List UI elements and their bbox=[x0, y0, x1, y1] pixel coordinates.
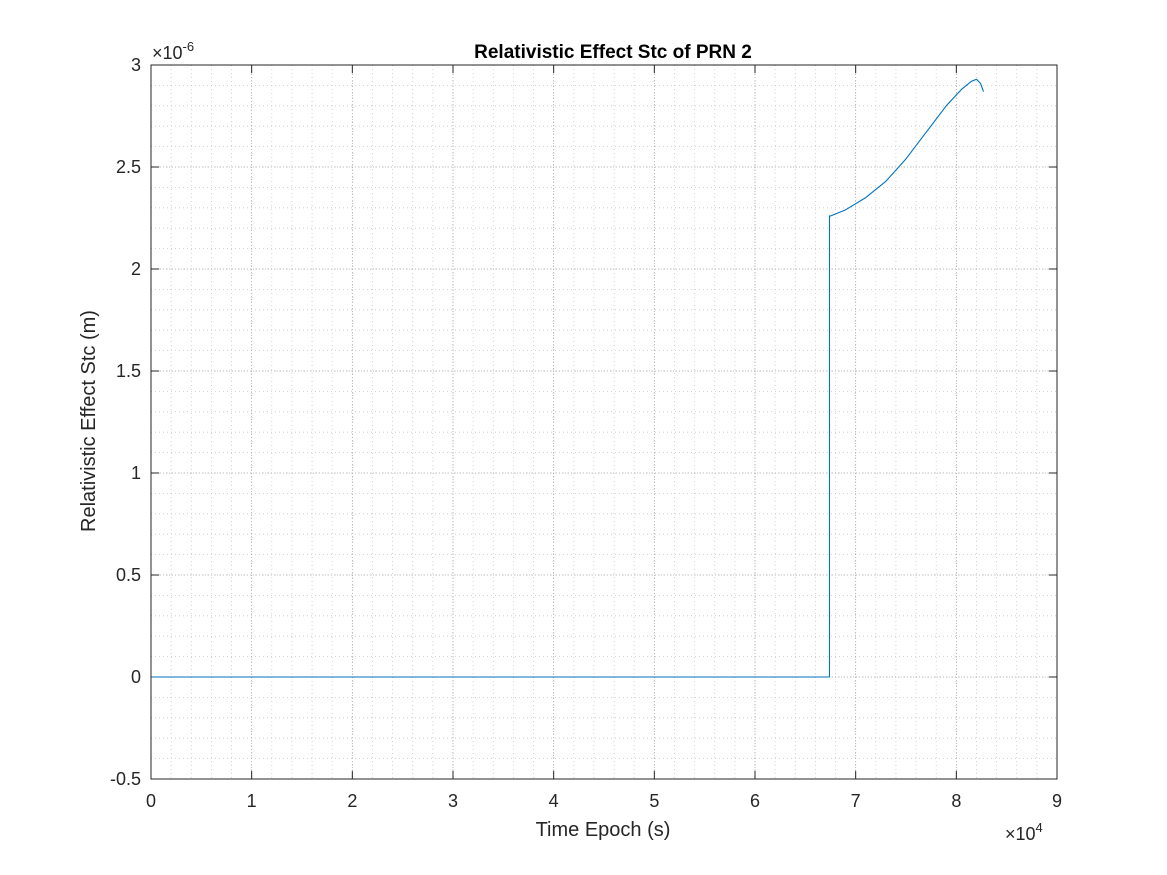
axes-background bbox=[151, 65, 1057, 779]
x-tick-label: 4 bbox=[549, 791, 559, 811]
x-tick-labels: 0 1 2 3 4 5 6 7 8 9 bbox=[146, 791, 1062, 811]
x-tick-label: 0 bbox=[146, 791, 156, 811]
x-tick-label: 8 bbox=[951, 791, 961, 811]
y-tick-labels: -0.5 0 0.5 1 1.5 2 2.5 3 bbox=[110, 55, 141, 789]
x-tick-label: 6 bbox=[750, 791, 760, 811]
y-tick-label: 1 bbox=[131, 463, 141, 483]
x-tick-label: 5 bbox=[649, 791, 659, 811]
minor-grid bbox=[150, 64, 1058, 780]
y-axis-label: Relativistic Effect Stc (m) bbox=[78, 310, 100, 532]
y-tick-label: -0.5 bbox=[110, 769, 141, 789]
y-axis-multiplier: ×10-6 bbox=[152, 39, 194, 63]
chart-title: Relativistic Effect Stc of PRN 2 bbox=[474, 42, 752, 63]
x-axis-multiplier: ×104 bbox=[1005, 820, 1043, 844]
x-axis-label: Time Epoch (s) bbox=[536, 819, 671, 841]
y-tick-label: 0.5 bbox=[116, 565, 141, 585]
x-tick-label: 1 bbox=[247, 791, 257, 811]
y-tick-label: 3 bbox=[131, 55, 141, 75]
x-tick-label: 3 bbox=[448, 791, 458, 811]
y-tick-label: 2 bbox=[131, 259, 141, 279]
x-tick-label: 7 bbox=[851, 791, 861, 811]
y-tick-label: 0 bbox=[131, 667, 141, 687]
axes-box bbox=[150, 64, 1058, 780]
series-line bbox=[151, 78, 985, 678]
y-tick-label: 2.5 bbox=[116, 157, 141, 177]
series-group bbox=[151, 78, 985, 678]
x-tick-label: 9 bbox=[1052, 791, 1062, 811]
y-tick-label: 1.5 bbox=[116, 361, 141, 381]
x-tick-label: 2 bbox=[347, 791, 357, 811]
